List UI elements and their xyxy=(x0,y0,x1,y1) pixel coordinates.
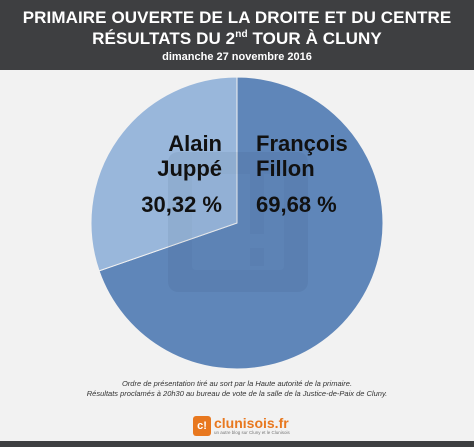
fillon-first-name: François xyxy=(256,131,348,156)
slice-label-juppe-value: 30,32 % xyxy=(141,192,222,217)
slice-label-fillon-name: François Fillon xyxy=(256,131,348,181)
chart-subtitle: dimanche 27 novembre 2016 xyxy=(162,51,312,63)
title-line-2-prefix: RÉSULTATS DU 2 xyxy=(92,29,236,48)
slice-label-fillon-value: 69,68 % xyxy=(256,192,337,217)
brand-text: clunisois.fr un autre blog sur Cluny et … xyxy=(214,416,290,436)
pie-chart xyxy=(90,76,384,370)
footnote-line-2: Résultats proclamés à 20h30 au bureau de… xyxy=(86,389,388,398)
brand-logo: c! clunisois.fr un autre blog sur Cluny … xyxy=(193,414,290,438)
bottom-bar xyxy=(0,441,474,447)
juppe-first-name: Alain xyxy=(168,131,222,156)
title-line-2-superscript: nd xyxy=(235,29,248,40)
clunisois-logo-icon: c! xyxy=(193,416,211,436)
chart-title-line-2: RÉSULTATS DU 2nd TOUR À CLUNY xyxy=(0,29,474,49)
footnote-line-1: Ordre de présentation tiré au sort par l… xyxy=(121,379,353,388)
brand-name: clunisois.fr xyxy=(214,415,289,431)
brand-tagline: un autre blog sur Cluny et le Clunisois xyxy=(214,430,290,435)
juppe-last-name: Juppé xyxy=(157,156,222,181)
footnote: Ordre de présentation tiré au sort par l… xyxy=(0,379,474,399)
slice-label-juppe-name: Alain Juppé xyxy=(157,131,222,181)
pie-slice-fillon xyxy=(98,76,384,370)
chart-title-line-1: PRIMAIRE OUVERTE DE LA DROITE ET DU CENT… xyxy=(22,8,452,27)
title-line-2-suffix: TOUR À CLUNY xyxy=(247,29,382,48)
fillon-last-name: Fillon xyxy=(256,156,315,181)
header-banner: PRIMAIRE OUVERTE DE LA DROITE ET DU CENT… xyxy=(0,0,474,70)
pie-slice-juppe xyxy=(90,76,238,272)
watermark-logo-icon xyxy=(168,152,308,292)
